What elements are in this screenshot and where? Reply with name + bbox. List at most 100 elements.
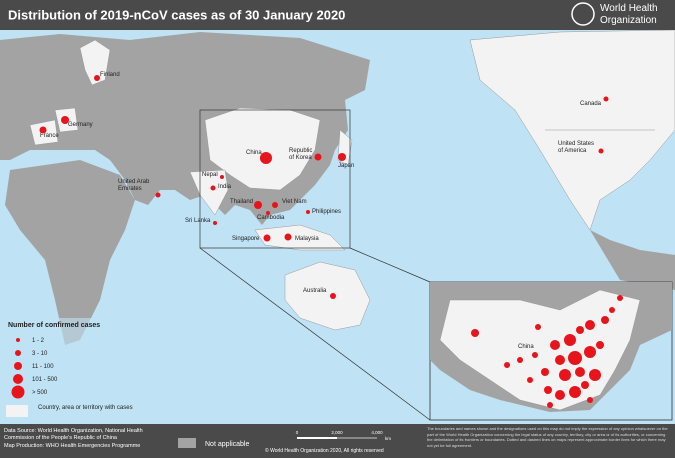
case-dot <box>263 234 271 242</box>
country-label: Japan <box>338 163 354 169</box>
case-dot <box>589 369 601 381</box>
case-dot <box>210 185 216 191</box>
country-label: China <box>246 150 262 156</box>
country-label: Philippines <box>312 209 341 215</box>
country-label: Australia <box>303 288 327 294</box>
case-dot <box>609 307 615 313</box>
legend-item: 1 - 2 <box>32 338 45 344</box>
case-dot <box>617 295 623 301</box>
case-dot <box>517 357 523 363</box>
country-label: Sri Lanka <box>185 218 211 224</box>
country-label: Malaysia <box>295 236 319 242</box>
title: Distribution of 2019-nCoV cases as of 30… <box>8 7 345 22</box>
case-dot <box>598 148 604 154</box>
case-dot <box>155 192 161 198</box>
country-label: Singapore <box>232 236 260 242</box>
map-production: Map Production: WHO Health Emergencies P… <box>4 443 141 449</box>
case-dot <box>306 210 310 214</box>
inset-label: China <box>518 344 534 350</box>
case-dot <box>94 75 100 81</box>
india <box>189 169 229 216</box>
country-label: Canada <box>580 101 602 107</box>
case-dot <box>504 362 510 368</box>
case-dot <box>596 341 604 349</box>
inset: China <box>429 281 673 421</box>
case-dot <box>314 153 322 161</box>
inset-connector <box>199 247 431 421</box>
case-dot <box>555 390 565 400</box>
country-label: France <box>40 133 59 139</box>
legend-item: 101 - 500 <box>32 377 58 383</box>
country-label: Nepal <box>202 172 218 178</box>
inset-frame <box>199 109 351 249</box>
case-dot <box>272 202 278 208</box>
case-dot <box>569 386 581 398</box>
legend-dot <box>13 374 23 384</box>
scale-bar <box>297 437 337 439</box>
case-dot <box>541 368 549 376</box>
case-dot <box>584 346 596 358</box>
legend-item: 3 - 10 <box>32 351 48 357</box>
legend-dot <box>11 385 25 399</box>
scale-label: 4,000 <box>371 430 383 435</box>
case-dot <box>254 201 262 209</box>
scale-bar <box>337 437 377 439</box>
case-dot <box>266 211 270 215</box>
islands <box>254 224 346 251</box>
case-dot <box>575 367 585 377</box>
title-bar <box>0 0 675 30</box>
country-label: Emirates <box>118 186 142 192</box>
case-dot <box>603 96 609 102</box>
who-emblem <box>571 2 595 26</box>
case-dot <box>568 351 582 365</box>
legend-swatch <box>6 405 28 417</box>
legend-item: 11 - 100 <box>32 364 54 370</box>
case-dot <box>61 116 69 124</box>
logo-line: World Health <box>600 3 658 14</box>
land-central-america <box>590 230 675 290</box>
case-dot <box>581 381 589 389</box>
country-label: Viet Nam <box>282 199 307 205</box>
scale-label: 2,000 <box>331 430 343 435</box>
legend-item: > 500 <box>32 390 48 396</box>
legend-bg <box>2 318 162 424</box>
case-dot <box>535 324 541 330</box>
case-dot <box>260 152 272 164</box>
case-dot <box>471 329 479 337</box>
country-label: Thailand <box>230 199 253 205</box>
case-dot <box>220 175 224 179</box>
legend-cases-area: Country, area or territory with cases <box>38 405 133 411</box>
case-dot <box>576 326 584 334</box>
case-dot <box>601 316 609 324</box>
scale-unit: km <box>385 436 391 441</box>
copyright: © World Health Organization 2020, All ri… <box>265 448 384 454</box>
finland <box>79 39 111 86</box>
inset-connector <box>349 247 431 283</box>
country-label: United Arab <box>118 179 150 185</box>
case-dot <box>284 233 292 241</box>
country-label: of Korea <box>289 155 312 161</box>
country-label: United States <box>558 141 594 147</box>
case-dot <box>213 221 217 225</box>
scale-label: 0 <box>296 430 299 435</box>
case-dot <box>527 377 533 383</box>
country-label: Germany <box>68 122 93 128</box>
logo-line: Organization <box>600 15 657 26</box>
country-label: India <box>218 184 232 190</box>
case-dot <box>564 334 576 346</box>
case-dot <box>330 293 336 299</box>
case-dot <box>532 352 538 358</box>
case-dot <box>544 386 552 394</box>
legend-title: Number of confirmed cases <box>8 322 100 329</box>
case-dot <box>585 320 595 330</box>
country-label: of America <box>558 148 587 154</box>
legend-dot <box>16 338 20 342</box>
case-dot <box>338 153 346 161</box>
country-label: Finland <box>100 72 120 78</box>
not-applicable-swatch <box>178 438 196 448</box>
not-applicable-label: Not applicable <box>205 441 249 448</box>
footer-bar <box>0 424 675 458</box>
case-dot <box>547 402 553 408</box>
australia <box>284 261 371 331</box>
